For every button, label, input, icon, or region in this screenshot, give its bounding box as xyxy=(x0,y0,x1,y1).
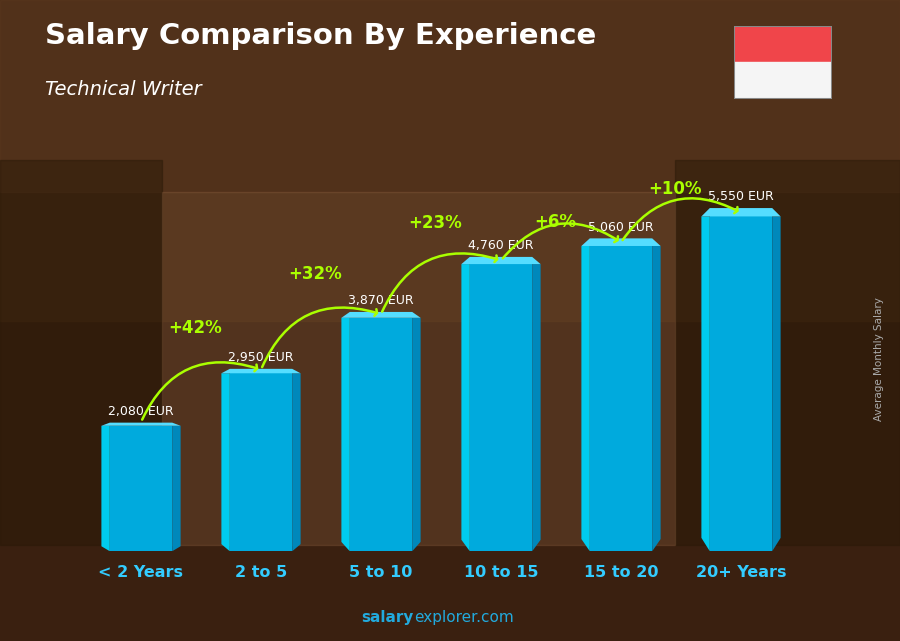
Text: +23%: +23% xyxy=(408,214,462,232)
Polygon shape xyxy=(102,422,181,426)
Bar xyxy=(710,217,772,551)
Polygon shape xyxy=(701,217,710,551)
Text: Technical Writer: Technical Writer xyxy=(45,80,202,99)
Bar xyxy=(0,0,900,192)
Text: 2,950 EUR: 2,950 EUR xyxy=(229,351,293,364)
Text: 2,080 EUR: 2,080 EUR xyxy=(108,405,174,418)
Text: 4,760 EUR: 4,760 EUR xyxy=(468,239,534,252)
Text: 3,870 EUR: 3,870 EUR xyxy=(348,294,414,307)
Bar xyxy=(230,373,292,551)
Bar xyxy=(734,26,833,62)
Text: Average Monthly Salary: Average Monthly Salary xyxy=(874,297,884,421)
Polygon shape xyxy=(172,426,181,551)
Polygon shape xyxy=(341,318,350,551)
Polygon shape xyxy=(102,426,110,551)
Bar xyxy=(0,160,162,545)
Text: salary: salary xyxy=(362,610,414,625)
Polygon shape xyxy=(581,246,590,551)
Polygon shape xyxy=(462,264,470,551)
Bar xyxy=(350,318,412,551)
Bar xyxy=(675,160,900,545)
Polygon shape xyxy=(292,373,301,551)
Bar xyxy=(0,0,900,320)
Polygon shape xyxy=(581,238,661,246)
Text: +42%: +42% xyxy=(168,319,222,337)
Text: explorer.com: explorer.com xyxy=(414,610,514,625)
Polygon shape xyxy=(221,369,301,373)
Polygon shape xyxy=(221,373,230,551)
Bar xyxy=(590,246,652,551)
Polygon shape xyxy=(412,318,420,551)
Text: Salary Comparison By Experience: Salary Comparison By Experience xyxy=(45,22,596,51)
Polygon shape xyxy=(462,257,541,264)
Text: +32%: +32% xyxy=(288,265,342,283)
Bar xyxy=(470,264,532,551)
Bar xyxy=(734,62,833,99)
Text: 5,060 EUR: 5,060 EUR xyxy=(589,221,653,233)
Text: +6%: +6% xyxy=(534,213,576,231)
Polygon shape xyxy=(772,217,780,551)
Polygon shape xyxy=(341,312,420,318)
Text: +10%: +10% xyxy=(648,180,702,198)
Polygon shape xyxy=(532,264,541,551)
Polygon shape xyxy=(652,246,661,551)
Text: 5,550 EUR: 5,550 EUR xyxy=(708,190,774,203)
Bar xyxy=(110,426,172,551)
Polygon shape xyxy=(701,208,780,217)
Bar xyxy=(162,192,675,545)
